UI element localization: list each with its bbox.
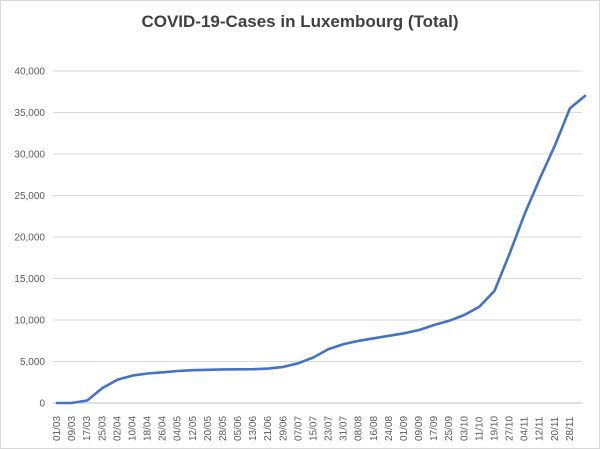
x-tick-label: 12/05: [188, 416, 199, 441]
y-tick-label: 0: [39, 399, 45, 410]
y-tick-label: 10,000: [14, 316, 45, 327]
y-tick-label: 35,000: [14, 108, 45, 119]
x-tick-label: 02/04: [112, 416, 123, 441]
x-tick-label: 10/04: [127, 416, 138, 441]
x-tick-label: 25/03: [97, 416, 108, 441]
x-tick-label: 03/10: [459, 416, 470, 441]
x-tick-label: 28/11: [565, 416, 576, 441]
x-tick-label: 17/03: [82, 416, 93, 441]
x-tick-label: 26/04: [158, 416, 169, 441]
x-tick-label: 17/09: [429, 416, 440, 441]
x-tick-label: 04/05: [173, 416, 184, 441]
x-tick-label: 21/06: [263, 416, 274, 441]
x-tick-label: 09/09: [414, 416, 425, 441]
y-tick-label: 30,000: [14, 150, 45, 161]
y-tick-label: 20,000: [14, 233, 45, 244]
x-tick-label: 24/08: [384, 416, 395, 441]
x-tick-label: 25/09: [444, 416, 455, 441]
x-tick-label: 15/07: [308, 416, 319, 441]
x-tick-label: 20/05: [203, 416, 214, 441]
x-tick-label: 29/06: [278, 416, 289, 441]
x-tick-label: 01/09: [399, 416, 410, 441]
y-tick-label: 5,000: [20, 357, 45, 368]
x-tick-label: 19/10: [489, 416, 500, 441]
y-tick-label: 15,000: [14, 274, 45, 285]
x-tick-label: 31/07: [339, 416, 350, 441]
x-tick-label: 27/10: [505, 416, 516, 441]
x-tick-label: 07/07: [293, 416, 304, 441]
y-tick-label: 40,000: [14, 67, 45, 78]
x-tick-label: 04/11: [520, 416, 531, 441]
x-tick-label: 16/08: [369, 416, 380, 441]
x-tick-label: 09/03: [67, 416, 78, 441]
x-tick-label: 12/11: [535, 416, 546, 441]
x-tick-label: 20/11: [550, 416, 561, 441]
x-tick-label: 01/03: [52, 416, 63, 441]
x-tick-label: 23/07: [324, 416, 335, 441]
x-tick-label: 11/10: [474, 416, 485, 441]
x-tick-label: 08/08: [354, 416, 365, 441]
y-tick-label: 25,000: [14, 191, 45, 202]
x-tick-label: 18/04: [143, 416, 154, 441]
x-tick-label: 28/05: [218, 416, 229, 441]
series-line: [55, 94, 587, 405]
x-tick-label: 13/06: [248, 416, 259, 441]
x-tick-label: 05/06: [233, 416, 244, 441]
chart-title: COVID-19-Cases in Luxembourg (Total): [141, 12, 459, 31]
